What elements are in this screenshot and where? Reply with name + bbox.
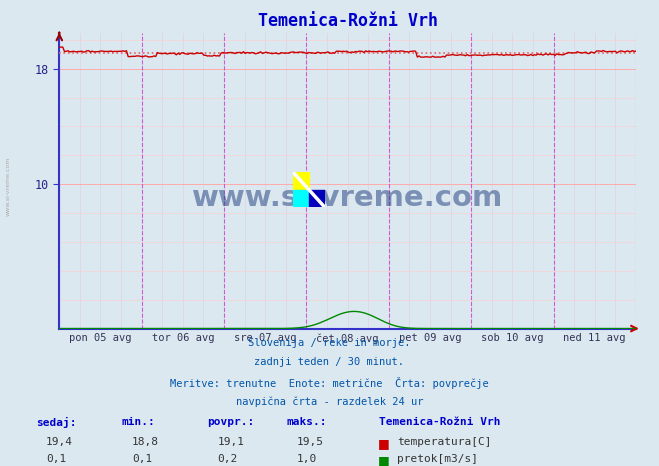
Text: ■: ■ <box>378 437 390 450</box>
Text: navpična črta - razdelek 24 ur: navpična črta - razdelek 24 ur <box>236 397 423 407</box>
Text: 0,2: 0,2 <box>217 454 238 464</box>
Text: sedaj:: sedaj: <box>36 417 76 428</box>
Text: www.si-vreme.com: www.si-vreme.com <box>192 185 503 212</box>
Text: 0,1: 0,1 <box>132 454 152 464</box>
Title: Temenica-Rožni Vrh: Temenica-Rožni Vrh <box>258 12 438 30</box>
Text: Meritve: trenutne  Enote: metrične  Črta: povprečje: Meritve: trenutne Enote: metrične Črta: … <box>170 377 489 389</box>
Text: maks.:: maks.: <box>287 417 327 427</box>
Bar <box>293 172 309 190</box>
Text: Temenica-Rožni Vrh: Temenica-Rožni Vrh <box>379 417 500 427</box>
Text: 19,5: 19,5 <box>297 437 324 446</box>
Bar <box>293 190 309 207</box>
Text: povpr.:: povpr.: <box>208 417 255 427</box>
Text: ■: ■ <box>378 454 390 466</box>
Text: www.si-vreme.com: www.si-vreme.com <box>5 157 11 216</box>
Text: 19,1: 19,1 <box>217 437 244 446</box>
Text: 1,0: 1,0 <box>297 454 317 464</box>
Text: 0,1: 0,1 <box>46 454 67 464</box>
Text: 18,8: 18,8 <box>132 437 159 446</box>
Text: zadnji teden / 30 minut.: zadnji teden / 30 minut. <box>254 357 405 367</box>
Text: temperatura[C]: temperatura[C] <box>397 437 492 446</box>
Text: Slovenija / reke in morje.: Slovenija / reke in morje. <box>248 338 411 348</box>
Bar <box>309 190 325 207</box>
Text: 19,4: 19,4 <box>46 437 73 446</box>
Text: min.:: min.: <box>122 417 156 427</box>
Text: pretok[m3/s]: pretok[m3/s] <box>397 454 478 464</box>
